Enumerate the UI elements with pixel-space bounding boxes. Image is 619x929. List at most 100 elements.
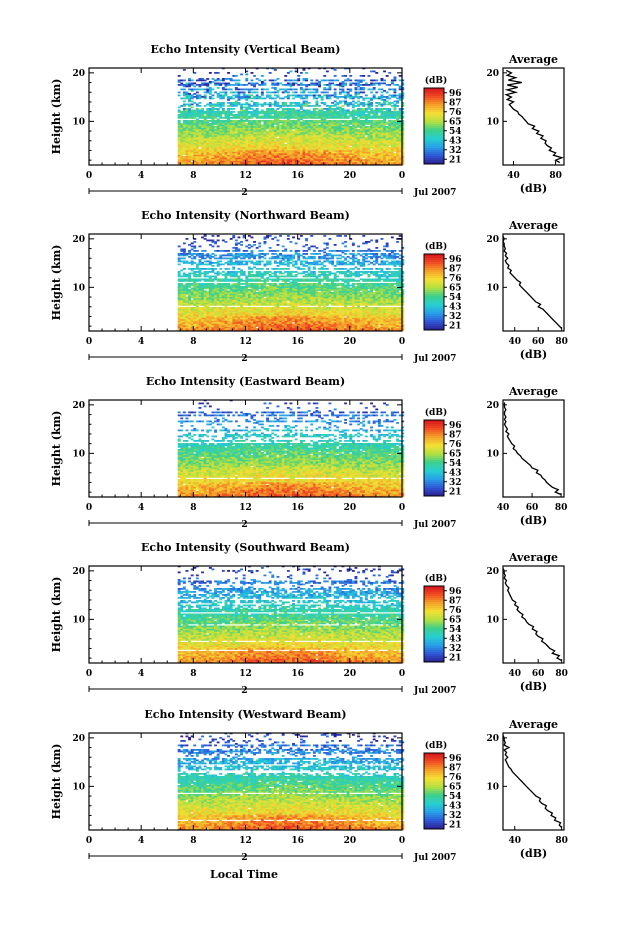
heatmap-cell (211, 78, 215, 80)
heatmap-cell (346, 151, 350, 154)
heatmap-cell (364, 157, 368, 160)
heatmap-cell (216, 148, 220, 151)
heatmap-cell (338, 159, 342, 161)
heatmap-cell (177, 162, 181, 164)
heatmap-cell (190, 103, 194, 106)
heatmap-cell (219, 142, 223, 145)
heatmap-cell (380, 94, 384, 97)
heatmap-cell (195, 154, 199, 157)
heatmap-cell (302, 94, 306, 97)
heatmap-cell (302, 159, 306, 161)
heatmap-cell (380, 88, 384, 91)
heatmap-cell (286, 163, 290, 166)
heatmap-cell (331, 79, 334, 82)
heatmap-cell (206, 159, 210, 161)
heatmap-cell (250, 159, 254, 161)
heatmap-cell (328, 142, 332, 145)
heatmap-cell (247, 150, 251, 152)
heatmap-cell (286, 159, 290, 161)
heatmap-cell (336, 163, 340, 166)
heatmap-cell (279, 162, 282, 164)
heatmap-cell (203, 142, 207, 145)
heatmap-cell (279, 151, 282, 154)
heatmap-cell (362, 160, 366, 163)
heatmap-cell (393, 141, 397, 143)
heatmap-cell (354, 82, 358, 85)
heatmap-cell (396, 163, 399, 166)
heatmap-cell (377, 163, 381, 166)
heatmap-cell (247, 157, 251, 160)
heatmap-cell (260, 91, 264, 94)
heatmap-cell (364, 148, 368, 151)
heatmap-cell (286, 157, 290, 160)
heatmap-cell (185, 159, 189, 161)
heatmap-cell (224, 141, 228, 143)
heatmap-cell (253, 150, 256, 152)
heatmap-cell (344, 141, 347, 143)
heatmap-cell (198, 94, 202, 97)
heatmap-cell (219, 139, 223, 142)
heatmap-cell (182, 162, 186, 164)
heatmap-cell (344, 94, 347, 97)
heatmap-cell (245, 145, 249, 148)
heatmap-cell (292, 157, 295, 160)
heatmap-cell (208, 163, 212, 166)
heatmap-cell (268, 160, 272, 163)
heatmap-cell (338, 106, 342, 109)
heatmap-cell (211, 103, 215, 106)
heatmap-cell (180, 139, 184, 142)
heatmap-cell (351, 82, 355, 85)
heatmap-cell (367, 120, 371, 122)
heatmap-cell (188, 108, 191, 110)
heatmap-cell (227, 141, 230, 143)
heatmap-cell (388, 141, 392, 143)
heatmap-cell (325, 162, 329, 164)
heatmap-cell (237, 141, 241, 143)
heatmap-cell (247, 153, 251, 155)
heatmap-cell (180, 163, 184, 166)
heatmap-cell (268, 141, 272, 143)
heatmap-cell (377, 159, 381, 161)
heatmap-cell (398, 141, 402, 143)
heatmap-cell (245, 106, 249, 109)
heatmap-cell (318, 160, 321, 163)
heatmap-cell (370, 70, 373, 73)
heatmap-cell (234, 100, 238, 103)
heatmap-cell (305, 94, 308, 97)
heatmap-cell (263, 111, 267, 113)
heatmap-cell (341, 81, 345, 83)
heatmap-cell (221, 163, 225, 166)
average-profile-line (504, 69, 564, 164)
heatmap-cell (211, 160, 215, 163)
heatmap-cell (375, 144, 379, 146)
heatmap-cell (201, 96, 204, 98)
heatmap-cell (260, 156, 264, 158)
heatmap-cell (250, 97, 254, 100)
heatmap-cell (323, 147, 327, 149)
heatmap-cell (375, 141, 379, 143)
heatmap-cell (193, 144, 197, 146)
heatmap-cell (255, 151, 259, 154)
heatmap-cell (279, 150, 282, 152)
heatmap-cell (375, 142, 379, 145)
heatmap-cell (242, 162, 246, 164)
heatmap-cell (214, 120, 217, 122)
heatmap-cell (180, 153, 184, 155)
heatmap-cell (377, 142, 381, 145)
heatmap-cell (185, 142, 189, 145)
heatmap-cell (354, 147, 358, 149)
heatmap-cell (344, 154, 347, 157)
heatmap-cell (219, 159, 223, 161)
heatmap-cell (383, 70, 386, 73)
heatmap-cell (370, 147, 373, 149)
heatmap-cell (208, 157, 212, 160)
heatmap-cell (190, 150, 194, 152)
heatmap-cell (263, 154, 267, 157)
heatmap-cell (398, 151, 402, 154)
heatmap-cell (336, 120, 340, 122)
heatmap-cell (328, 163, 332, 166)
heatmap-cell (299, 150, 303, 152)
heatmap-cell (354, 160, 358, 163)
heatmap-cell (297, 156, 301, 158)
heatmap-cell (273, 94, 277, 97)
